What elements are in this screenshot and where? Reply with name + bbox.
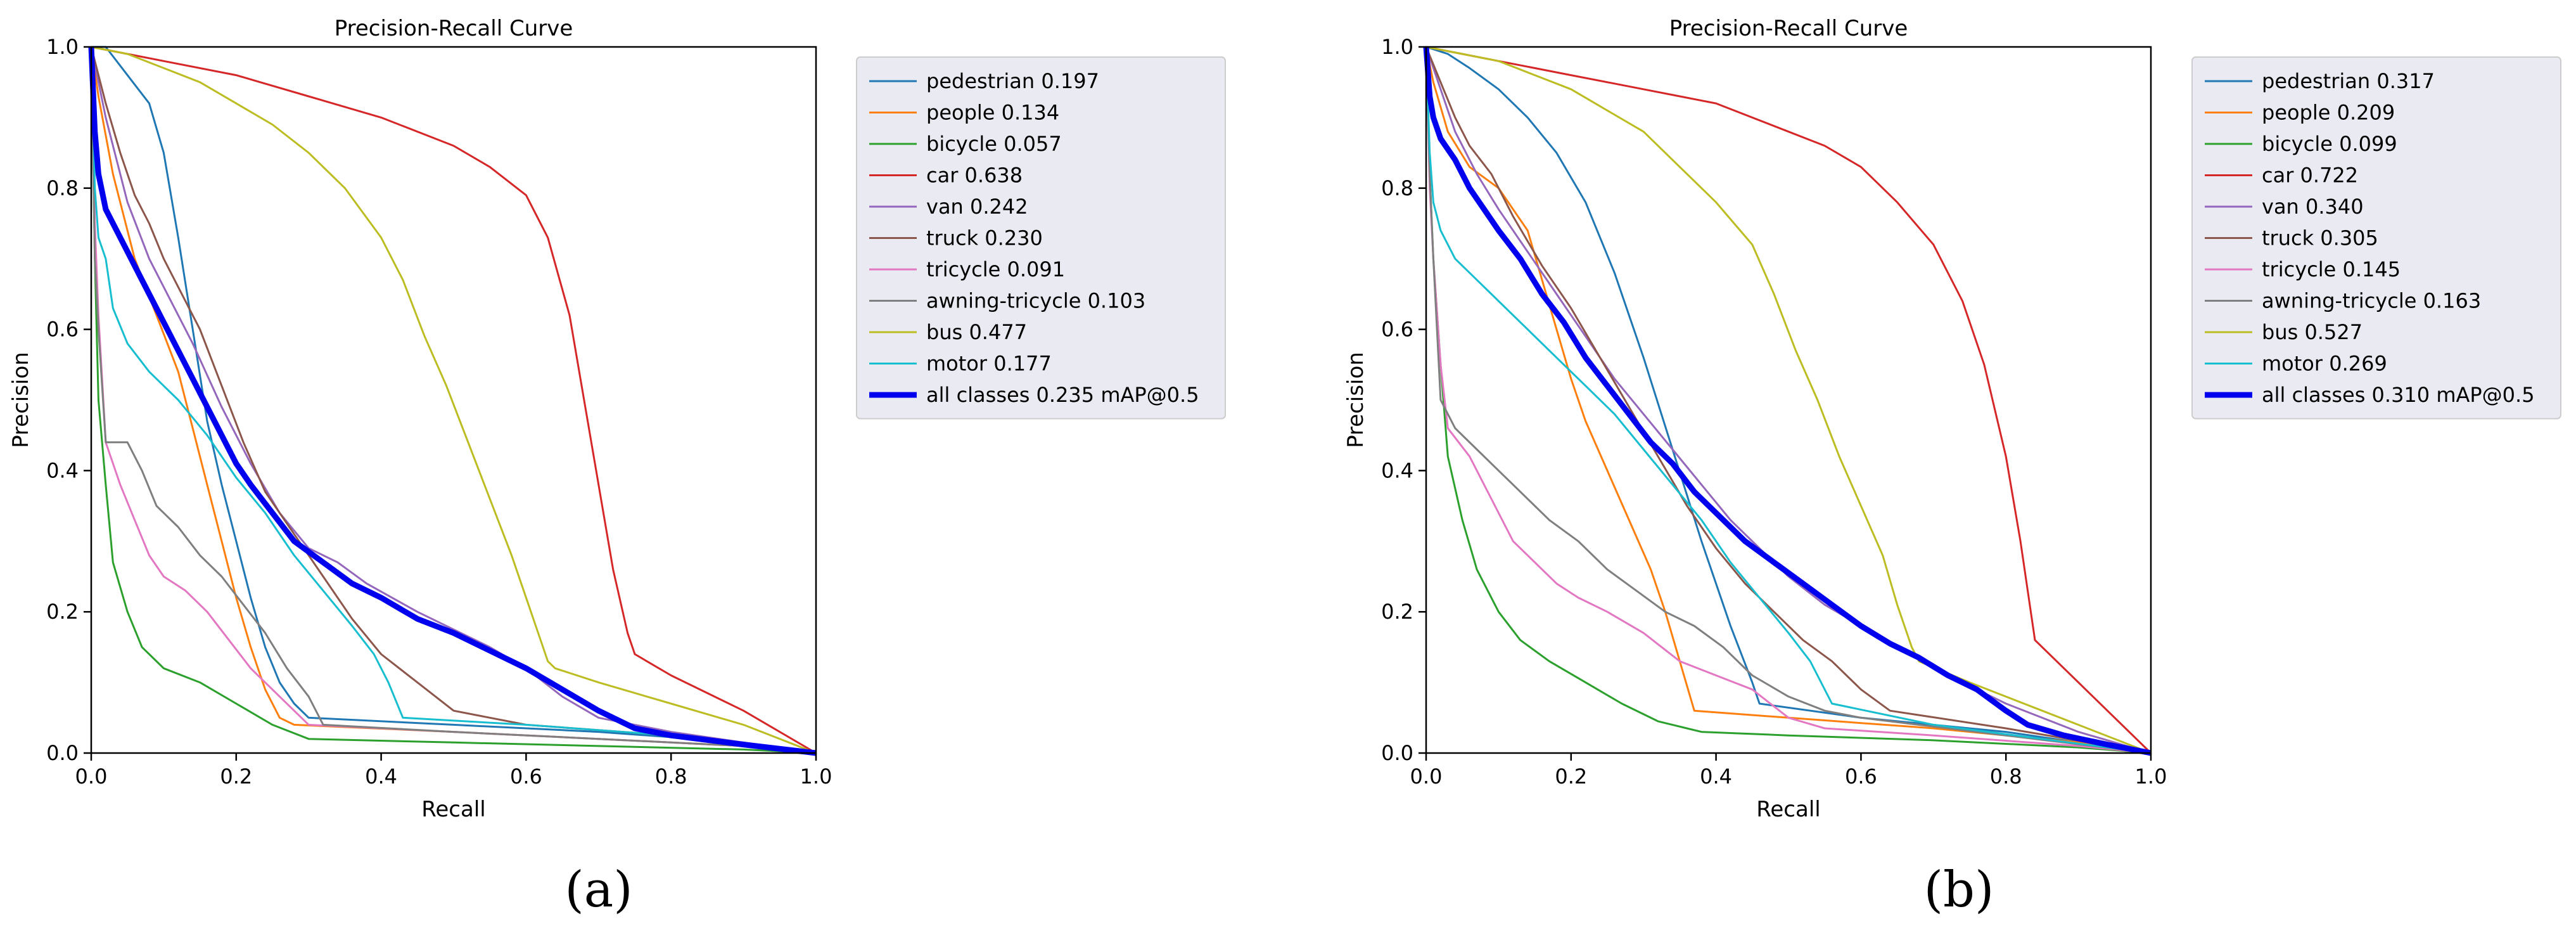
panel-b: Precision-Recall Curve 0.0 0.2 0.4 0.6 0.8 1.0… xyxy=(1343,16,2561,918)
legend-label-tricycle: tricycle 0.145 xyxy=(2262,257,2401,281)
legend-label-bus: bus 0.477 xyxy=(926,320,1027,344)
series-line-car xyxy=(1425,46,2152,754)
x-tick-label: 0.8 xyxy=(1990,764,2022,789)
y-tick-label: 1.0 xyxy=(1381,35,1413,59)
x-tick-label: 0.4 xyxy=(1700,764,1732,789)
legend-label-bicycle: bicycle 0.099 xyxy=(2262,132,2397,156)
panel-a: Precision-Recall Curve 0.0 0.2 0.4 0.6 0.8 1.0… xyxy=(8,16,1226,918)
series-line-bicycle xyxy=(90,46,817,754)
x-tick-label: 0.0 xyxy=(1410,764,1443,789)
x-tick-label: 0.2 xyxy=(220,764,252,789)
x-tick-label: 0.8 xyxy=(655,764,687,789)
chart-title: Precision-Recall Curve xyxy=(335,16,573,41)
legend-label-truck: truck 0.230 xyxy=(926,226,1043,250)
panel-label: (a) xyxy=(564,861,632,918)
axes-frame xyxy=(1425,46,2152,754)
series-line-awning-tricycle xyxy=(90,46,817,754)
legend-label-tricycle: tricycle 0.091 xyxy=(926,257,1065,281)
x-axis-label: Recall xyxy=(421,797,485,822)
legend-label-awning-tricycle: awning-tricycle 0.103 xyxy=(926,289,1145,313)
legend-box xyxy=(856,56,1226,420)
legend-label-truck: truck 0.305 xyxy=(2262,226,2378,250)
y-tick-label: 0.6 xyxy=(1381,318,1413,342)
plot-area xyxy=(1426,47,2151,753)
x-tick-label: 1.0 xyxy=(800,764,832,789)
y-tick-label: 0.4 xyxy=(1381,458,1413,482)
axes-frame xyxy=(90,46,817,754)
x-axis-label: Recall xyxy=(1756,797,1820,822)
x-tick-label: 1.0 xyxy=(2135,764,2167,789)
series-line-pedestrian xyxy=(91,46,817,754)
x-tick-label: 0.4 xyxy=(365,764,397,789)
x-tick-label: 0.6 xyxy=(510,764,542,789)
y-tick-label: 0.2 xyxy=(1381,600,1413,624)
legend-label-pedestrian: pedestrian 0.197 xyxy=(926,69,1099,93)
series-line-car xyxy=(91,46,817,754)
series-line-motor xyxy=(1425,46,2152,754)
y-axis-label: Precision xyxy=(1343,352,1368,448)
y-axis-label: Precision xyxy=(8,352,34,448)
legend-label-all: all classes 0.310 mAP@0.5 xyxy=(2262,383,2535,407)
legend-label-people: people 0.209 xyxy=(2262,101,2395,125)
legend-box xyxy=(2191,56,2561,420)
legend-label-people: people 0.134 xyxy=(926,101,1059,125)
series-line-truck xyxy=(1425,46,2152,754)
legend-label-all: all classes 0.235 mAP@0.5 xyxy=(926,383,1199,407)
y-tick-label: 1.0 xyxy=(46,35,79,59)
y-tick-label: 0.0 xyxy=(46,741,79,765)
legend-label-bus: bus 0.527 xyxy=(2262,320,2362,344)
legend-label-bicycle: bicycle 0.057 xyxy=(926,132,1062,156)
y-tick-label: 0.8 xyxy=(46,176,79,200)
series-line-motor xyxy=(90,46,817,754)
legend-label-motor: motor 0.177 xyxy=(926,352,1052,376)
x-tick-label: 0.6 xyxy=(1845,764,1877,789)
legend-label-motor: motor 0.269 xyxy=(2262,352,2387,376)
y-tick-label: 0.0 xyxy=(1381,741,1413,765)
series-line-tricycle xyxy=(1425,46,2152,754)
x-tick-label: 0.0 xyxy=(75,764,108,789)
series-line-van xyxy=(90,46,817,754)
legend-label-van: van 0.340 xyxy=(2262,195,2364,219)
panel-label: (b) xyxy=(1924,861,1994,918)
y-tick-label: 0.4 xyxy=(46,458,79,482)
y-tick-label: 0.8 xyxy=(1381,176,1413,200)
x-tick-label: 0.2 xyxy=(1555,764,1587,789)
series-line-all xyxy=(88,46,817,756)
series-line-pedestrian xyxy=(1425,46,2152,754)
series-line-truck xyxy=(90,46,817,754)
legend-label-car: car 0.722 xyxy=(2262,164,2358,188)
legend-label-van: van 0.242 xyxy=(926,195,1028,219)
series-line-awning-tricycle xyxy=(1425,46,2152,754)
series-line-all xyxy=(1423,46,2152,756)
legend-label-awning-tricycle: awning-tricycle 0.163 xyxy=(2262,289,2481,313)
plot-area xyxy=(91,47,816,753)
y-tick-label: 0.2 xyxy=(46,600,79,624)
chart-title: Precision-Recall Curve xyxy=(1669,16,1908,41)
y-tick-label: 0.6 xyxy=(46,318,79,342)
series-line-bus xyxy=(91,46,817,754)
legend-label-pedestrian: pedestrian 0.317 xyxy=(2262,69,2435,93)
legend-label-car: car 0.638 xyxy=(926,164,1023,188)
